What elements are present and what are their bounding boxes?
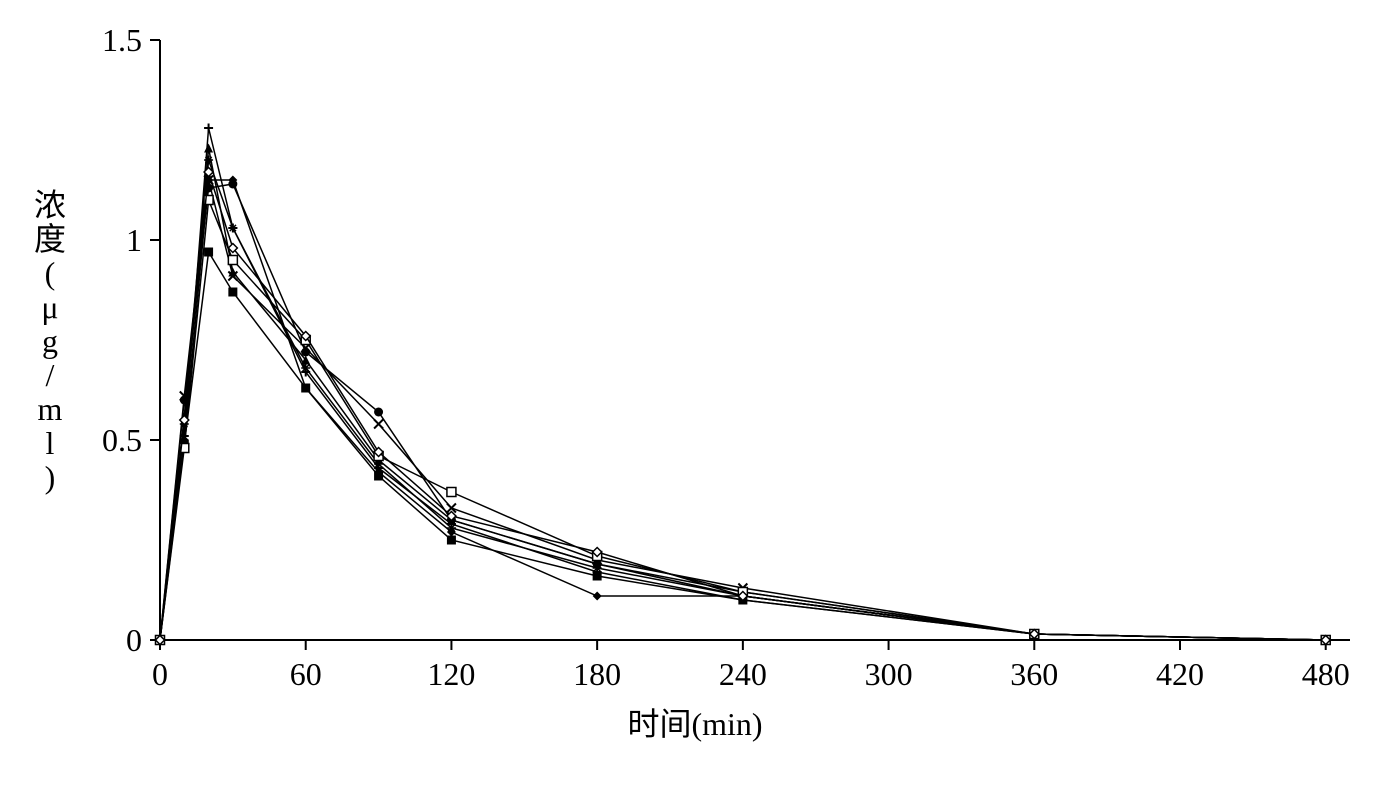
x-tick-label: 60: [290, 656, 322, 692]
y-axis-title-char: μ: [41, 289, 58, 325]
marker-plus: [204, 124, 213, 133]
x-tick-label: 180: [573, 656, 621, 692]
marker-circle-filled: [301, 348, 310, 357]
y-axis-title-char: 度: [34, 221, 66, 257]
x-tick-label: 420: [1156, 656, 1204, 692]
y-tick-label: 0.5: [102, 422, 142, 458]
marker-square-filled: [228, 288, 237, 297]
y-tick-label: 1.5: [102, 22, 142, 58]
marker-square-filled: [374, 472, 383, 481]
series-line-s7: [160, 128, 1326, 640]
y-axis-title-char: 浓: [34, 187, 66, 223]
series-line-s2: [160, 252, 1326, 640]
marker-circle-filled: [228, 180, 237, 189]
x-tick-label: 360: [1010, 656, 1058, 692]
x-axis-title: 时间(min): [627, 706, 762, 742]
x-tick-label: 240: [719, 656, 767, 692]
y-tick-label: 1: [126, 222, 142, 258]
marker-circle-filled: [204, 184, 213, 193]
chart-container: 0 60 120 180 240 300 360 420 480 0 0.5 1 1.5 时间(min) 浓…: [20, 20, 1377, 782]
marker-triangle: [204, 144, 213, 153]
y-axis-title-char: ): [45, 459, 56, 495]
x-tick-label: 120: [427, 656, 475, 692]
marker-square-open: [228, 256, 237, 265]
series-line-s6: [160, 184, 1326, 640]
marker-square-filled: [447, 536, 456, 545]
y-axis-title-char: /: [46, 357, 55, 393]
series-line-s8: [160, 200, 1326, 640]
marker-diamond-filled: [593, 592, 602, 601]
marker-square-filled: [204, 248, 213, 257]
marker-x: [374, 420, 383, 429]
pk-chart: 0 60 120 180 240 300 360 420 480 0 0.5 1 1.5 时间(min) 浓…: [20, 20, 1377, 782]
y-axis-title-char: m: [38, 391, 63, 427]
marker-square-filled: [301, 384, 310, 393]
x-tick-label: 300: [865, 656, 913, 692]
y-axis-title-char: (: [45, 255, 56, 291]
y-tick-label: 0: [126, 622, 142, 658]
x-tick-label: 480: [1302, 656, 1350, 692]
x-tick-label: 0: [152, 656, 168, 692]
series-line-s3: [160, 148, 1326, 640]
marker-circle-filled: [374, 408, 383, 417]
y-axis-title-char: g: [42, 323, 58, 359]
marker-square-open: [447, 488, 456, 497]
y-axis-title-char: l: [46, 425, 55, 461]
